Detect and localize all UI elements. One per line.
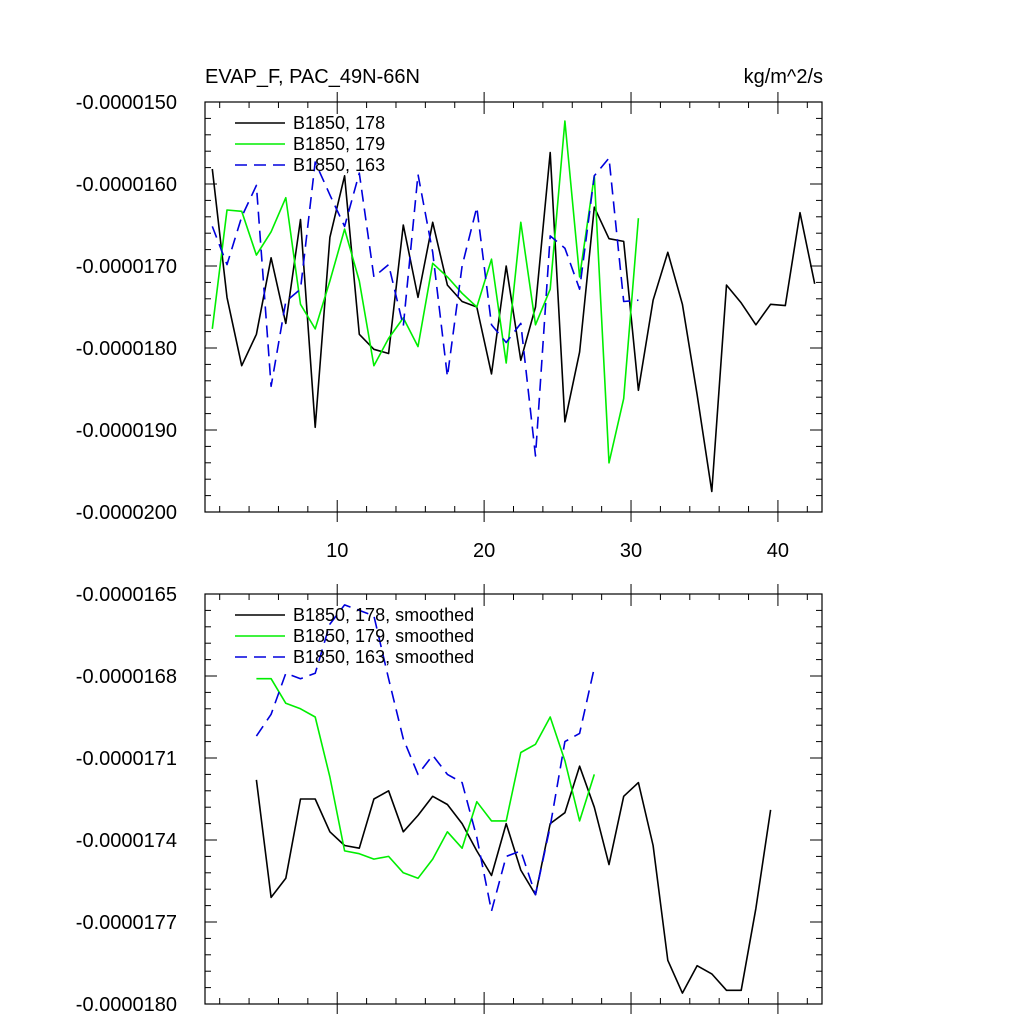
x-tick-label: 40 — [767, 540, 789, 562]
legend-label: B1850, 163, smoothed — [293, 647, 474, 667]
axis-ticks: -0.0000150 -0.0000160 -0.0000170 -0.0000180… — [76, 92, 822, 562]
plot-frame — [204, 101, 823, 513]
y-tick-label: -0.0000150 — [76, 92, 177, 114]
y-tick-label: -0.0000177 — [76, 912, 177, 934]
series-lines — [211, 120, 816, 493]
y-tick-label: -0.0000180 — [76, 338, 177, 360]
y-tick-label: -0.0000168 — [76, 666, 177, 688]
series-line — [211, 151, 816, 493]
y-tick-label: -0.0000174 — [76, 830, 177, 852]
top-panel: EVAP_F, PAC_49N-66N kg/m^2/s -0.0000150-… — [76, 66, 823, 562]
legend-label: B1850, 179 — [293, 134, 385, 154]
y-tick-label: -0.0000170 — [76, 256, 177, 278]
series-lines — [255, 604, 772, 994]
plot-frame — [204, 593, 823, 1005]
x-tick-label: 20 — [473, 540, 495, 562]
bottom-panel: -0.0000165 -0.0000168 -0.0000171 -0.0000174… — [76, 584, 823, 1016]
series-line — [255, 604, 596, 912]
y-tick-label: -0.0000160 — [76, 174, 177, 196]
y-tick-label: -0.0000190 — [76, 420, 177, 442]
y-tick-label: -0.0000165 — [76, 584, 177, 606]
units-label: kg/m^2/s — [744, 66, 823, 88]
series-line — [211, 120, 640, 464]
chart-title: EVAP_F, PAC_49N-66N — [205, 66, 420, 88]
axis-ticks: -0.0000165 -0.0000168 -0.0000171 -0.0000174… — [76, 584, 822, 1016]
legend-label: B1850, 163 — [293, 155, 385, 175]
series-line — [211, 157, 639, 457]
y-tick-label: -0.0000200 — [76, 502, 177, 524]
x-tick-label: 30 — [620, 540, 642, 562]
y-tick-label: -0.0000180 — [76, 994, 177, 1016]
legend-label: B1850, 179, smoothed — [293, 626, 474, 646]
legend-label: B1850, 178, smoothed — [293, 605, 474, 625]
series-line — [256, 677, 596, 880]
y-tick-label: -0.0000171 — [76, 748, 177, 770]
series-line — [255, 765, 772, 994]
legend-label: B1850, 178 — [293, 113, 385, 133]
x-tick-label: 10 — [326, 540, 348, 562]
